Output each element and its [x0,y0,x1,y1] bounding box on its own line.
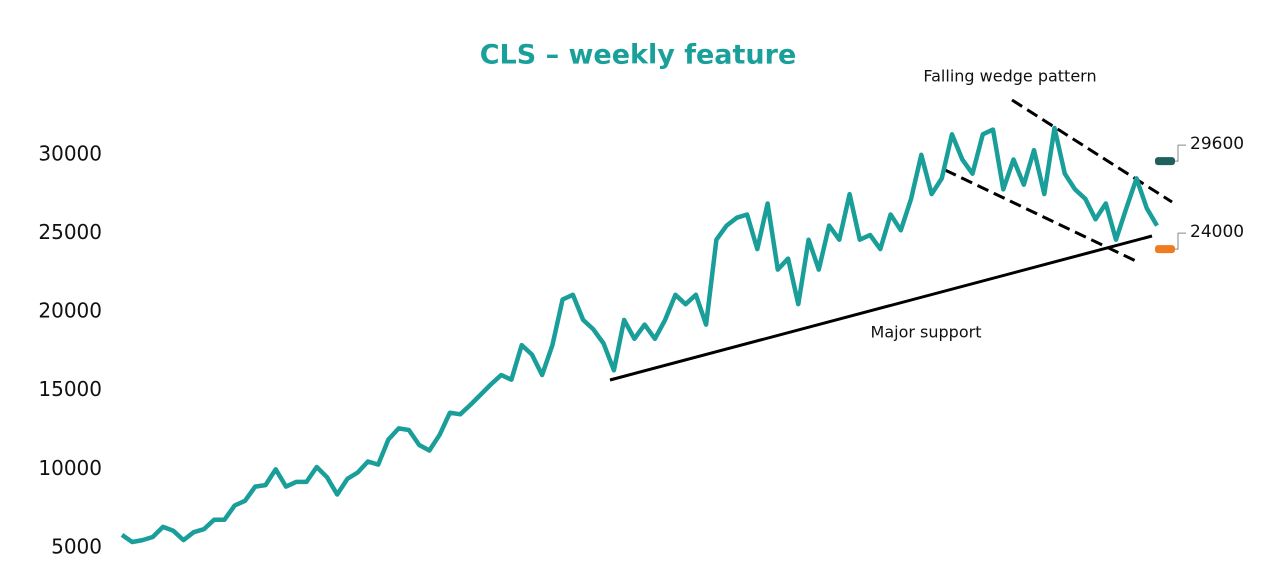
y-tick-label: 5000 [51,534,102,558]
marker-leader [1175,144,1186,162]
y-tick-label: 20000 [38,299,102,323]
marker-label: 29600 [1190,134,1244,154]
marker-leader [1175,232,1186,250]
price-line [120,125,1159,545]
y-tick-label: 30000 [38,141,102,165]
y-tick-label: 10000 [38,456,102,480]
chart-title: CLS – weekly feature [480,40,797,71]
marker-label: 24000 [1190,222,1244,242]
annotation: Falling wedge pattern [923,67,1096,86]
level-marker [1155,157,1175,166]
support-line [609,234,1153,382]
y-tick-label: 15000 [38,377,102,401]
level-marker [1155,245,1175,254]
annotation: Major support [871,323,982,342]
wedge-upper [1011,98,1173,204]
y-tick-label: 25000 [38,220,102,244]
